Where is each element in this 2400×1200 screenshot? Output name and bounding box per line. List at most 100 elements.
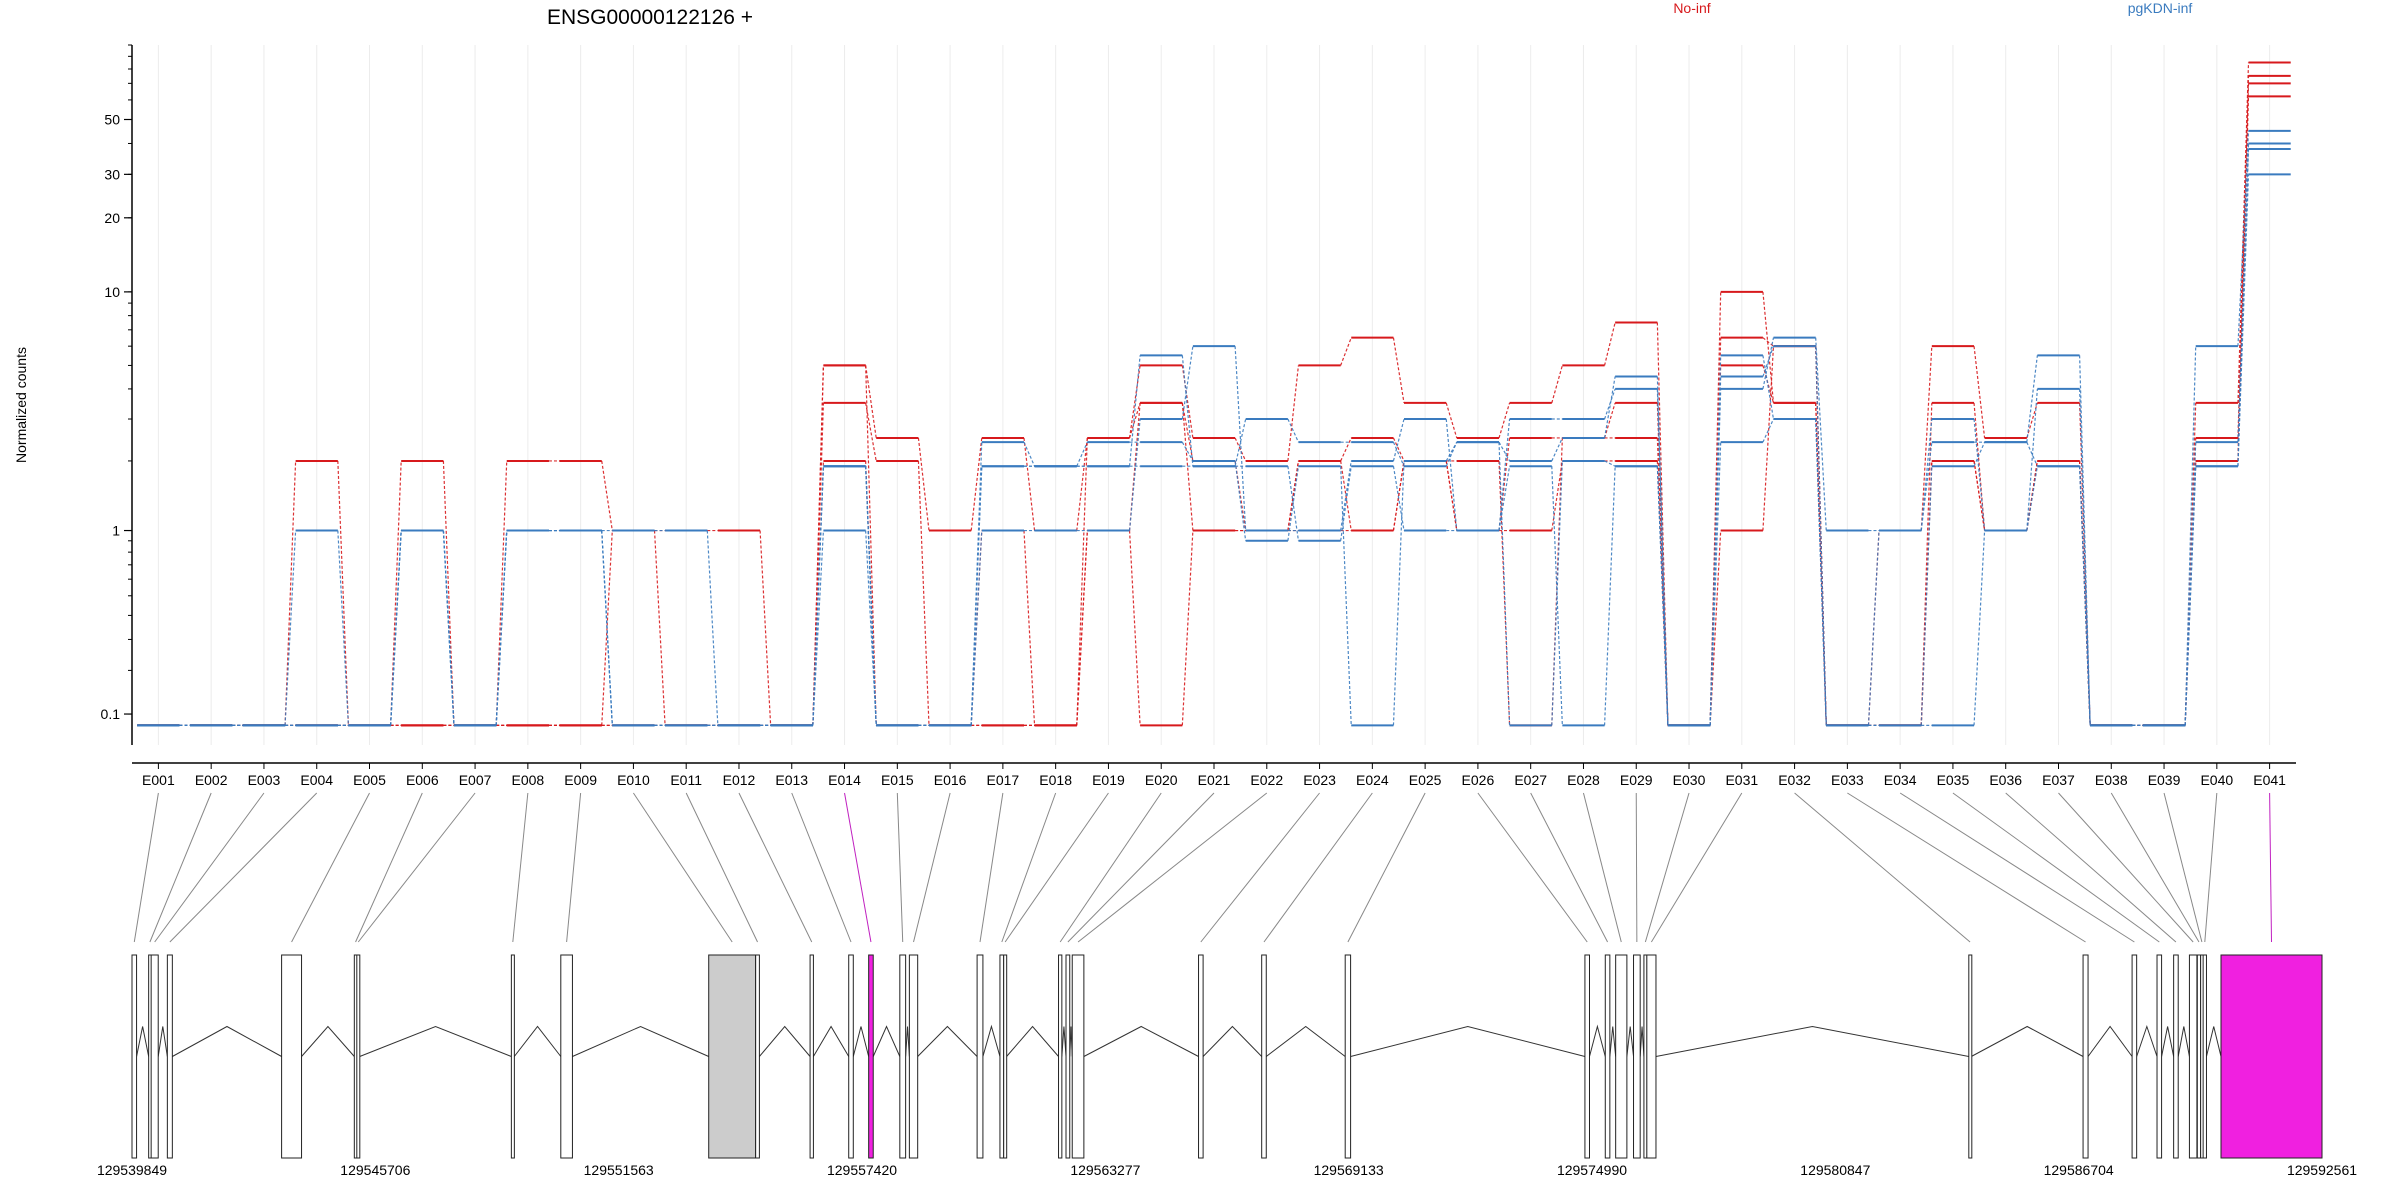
genomic-tick-label: 129569133 bbox=[1314, 1162, 1384, 1178]
chart-title: ENSG00000122126 + bbox=[547, 6, 753, 29]
x-tick-label: E002 bbox=[195, 772, 228, 788]
intron-E016 bbox=[917, 1025, 978, 1057]
x-tick-label: E018 bbox=[1039, 772, 1072, 788]
x-tick-label: E034 bbox=[1884, 772, 1917, 788]
intron-E034 bbox=[2136, 1024, 2158, 1057]
exon-box-E032 bbox=[1968, 954, 1973, 1159]
intron-E029 bbox=[1639, 1026, 1645, 1057]
x-tick-label: E013 bbox=[775, 772, 808, 788]
genomic-tick-label: 129580847 bbox=[1800, 1162, 1870, 1178]
connector-E019 bbox=[1004, 792, 1109, 943]
y-tick-label: 0.1 bbox=[101, 706, 121, 722]
connector-E006 bbox=[355, 792, 423, 943]
intron-E026 bbox=[1589, 1024, 1606, 1057]
exon-box-E013 bbox=[848, 954, 854, 1159]
connector-E012 bbox=[738, 792, 813, 943]
genomic-tick-label: 129586704 bbox=[2044, 1162, 2114, 1178]
x-tick-label: E004 bbox=[300, 772, 333, 788]
x-tick-label: E022 bbox=[1250, 772, 1283, 788]
exon-box-E010 bbox=[708, 954, 757, 1159]
connector-E023 bbox=[1200, 792, 1320, 943]
intron-E003 bbox=[157, 1026, 168, 1057]
exon-box-E025 bbox=[1344, 954, 1352, 1159]
x-axis: E001 E002 E003 E004 E005 E006 E007 E008 E009 E010… bbox=[132, 762, 2296, 788]
intron-E028 bbox=[1626, 1026, 1635, 1057]
genomic-tick-label: 129592561 bbox=[2287, 1162, 2357, 1178]
genomic-axis: 129539849 129545706 129551563 129557420 1295… bbox=[97, 1162, 2357, 1178]
exon-box-E041 bbox=[2220, 954, 2323, 1159]
exon-box-E016 bbox=[908, 954, 919, 1159]
y-tick-label: 30 bbox=[104, 166, 120, 182]
connector-E021 bbox=[1067, 792, 1215, 943]
intron-E015 bbox=[905, 1026, 910, 1057]
exon-box-E019 bbox=[1003, 954, 1008, 1159]
exon-box-E007 bbox=[356, 954, 361, 1159]
x-tick-label: E007 bbox=[459, 772, 492, 788]
exon-box-E008 bbox=[510, 954, 515, 1159]
connector-E035 bbox=[1952, 792, 2160, 943]
exon-box-E004 bbox=[166, 954, 173, 1159]
connector-E018 bbox=[1001, 792, 1057, 943]
x-tick-label: E040 bbox=[2200, 772, 2233, 788]
exon-box-E037 bbox=[2188, 954, 2198, 1159]
intron-E022 bbox=[1083, 1025, 1199, 1057]
grid-lines bbox=[157, 45, 2271, 745]
intron-E012 bbox=[812, 1025, 850, 1057]
connector-E010 bbox=[632, 792, 733, 943]
x-tick-label: E025 bbox=[1409, 772, 1442, 788]
connector-E030 bbox=[1644, 792, 1690, 943]
exon-box-E003 bbox=[150, 954, 159, 1159]
intron-E035 bbox=[2161, 1026, 2175, 1057]
connector-E033 bbox=[1847, 792, 2086, 943]
intron-E014 bbox=[872, 1025, 901, 1057]
intron-E040 bbox=[2205, 1026, 2222, 1057]
x-tick-label: E006 bbox=[406, 772, 439, 788]
intron-E031 bbox=[1655, 1025, 1969, 1057]
x-tick-label: E014 bbox=[828, 772, 861, 788]
connector-E011 bbox=[685, 792, 758, 943]
exon-box-E027 bbox=[1604, 954, 1611, 1159]
exon-box-E034 bbox=[2131, 954, 2138, 1159]
x-tick-label: E005 bbox=[353, 772, 386, 788]
connector-E029 bbox=[1635, 792, 1638, 943]
x-tick-label: E030 bbox=[1673, 772, 1706, 788]
connector-E032 bbox=[1794, 792, 1971, 943]
exon-box-E029 bbox=[1633, 954, 1641, 1159]
exon-box-E001 bbox=[131, 954, 138, 1159]
x-tick-label: E009 bbox=[564, 772, 597, 788]
x-tick-label: E036 bbox=[1989, 772, 2022, 788]
y-tick-label: 50 bbox=[104, 112, 120, 128]
intron-E024 bbox=[1265, 1025, 1346, 1057]
exon-box-E031 bbox=[1646, 954, 1657, 1159]
connector-E016 bbox=[913, 792, 951, 943]
intron-E032 bbox=[1971, 1025, 2084, 1057]
exon-box-E028 bbox=[1615, 954, 1628, 1159]
connector-E024 bbox=[1263, 792, 1373, 943]
exon-box-E026 bbox=[1584, 954, 1590, 1159]
exon-box-E014 bbox=[868, 954, 874, 1159]
x-tick-label: E039 bbox=[2148, 772, 2181, 788]
connector-E009 bbox=[566, 792, 582, 943]
x-tick-label: E038 bbox=[2095, 772, 2128, 788]
x-tick-label: E028 bbox=[1567, 772, 1600, 788]
series-connector-7 bbox=[179, 174, 2250, 726]
x-tick-label: E024 bbox=[1356, 772, 1389, 788]
x-tick-label: E032 bbox=[1778, 772, 1811, 788]
intron-E017 bbox=[982, 1024, 1001, 1057]
genomic-tick-label: 129557420 bbox=[827, 1162, 897, 1178]
intron-E001 bbox=[136, 1026, 150, 1057]
genomic-tick-label: 129545706 bbox=[340, 1162, 410, 1178]
connector-E025 bbox=[1347, 792, 1426, 943]
x-tick-label: E015 bbox=[881, 772, 914, 788]
exon-box-E015 bbox=[899, 954, 907, 1159]
intron-E025 bbox=[1350, 1025, 1586, 1057]
legend-entry-pgkdn-inf: pgKDN-inf bbox=[2128, 0, 2193, 16]
x-tick-label: E026 bbox=[1462, 772, 1495, 788]
connector-E017 bbox=[979, 792, 1004, 943]
x-tick-label: E020 bbox=[1145, 772, 1178, 788]
connector-E036 bbox=[2005, 792, 2177, 943]
x-tick-label: E003 bbox=[248, 772, 281, 788]
connector-E028 bbox=[1582, 792, 1622, 943]
x-tick-label: E023 bbox=[1303, 772, 1336, 788]
